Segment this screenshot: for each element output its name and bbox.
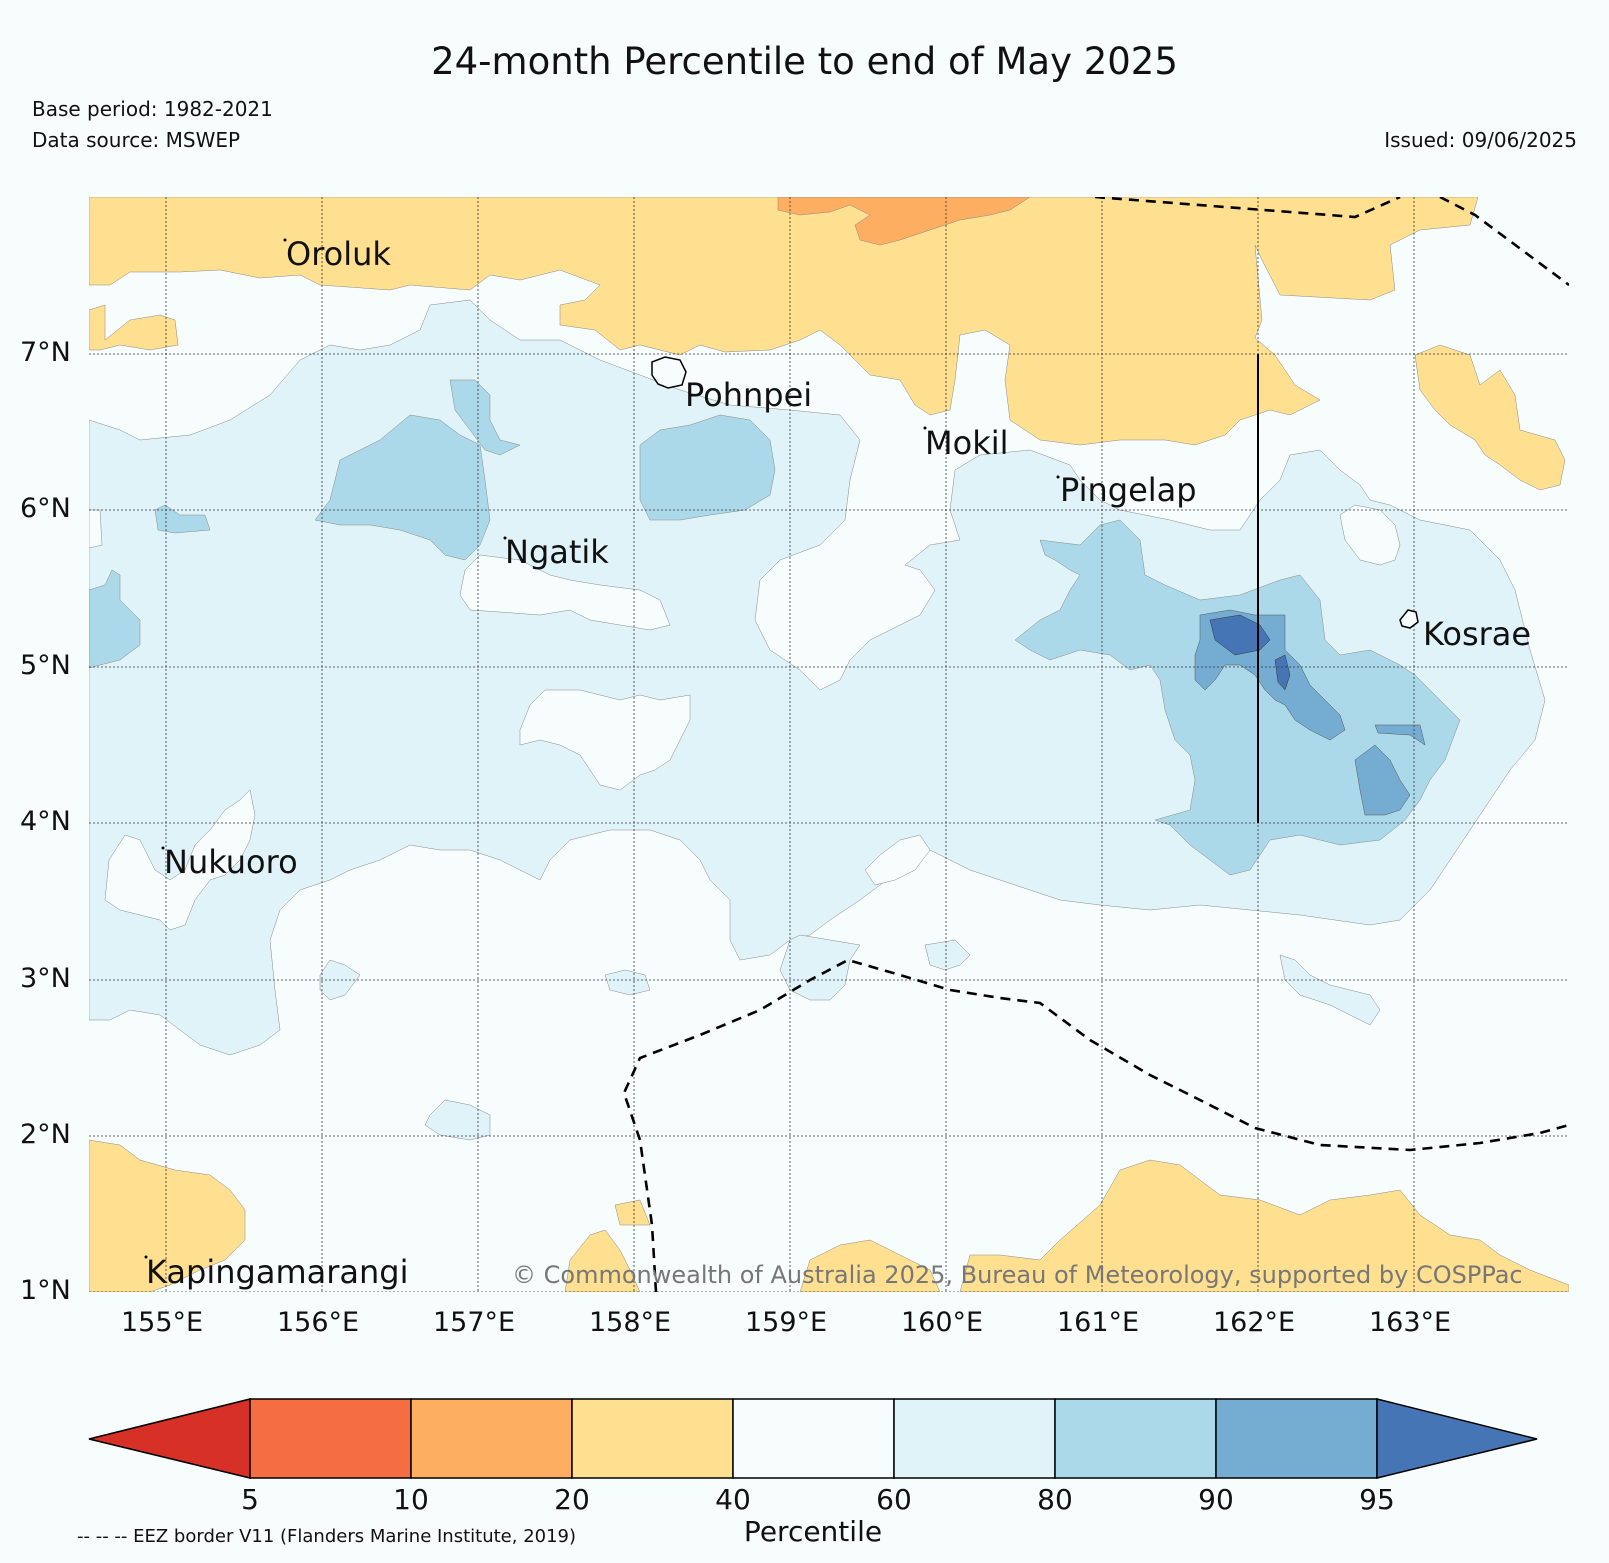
lon-label: 159°E: [745, 1307, 828, 1338]
place-label-nukuoro: Nukuoro: [164, 843, 298, 881]
colorbar-swatch-60-80: [893, 1398, 1056, 1479]
lat-label: 3°N: [20, 963, 71, 994]
region-80-90-small: [154, 504, 211, 534]
eez-legend-note: -- -- -- EEZ border V11 (Flanders Marine…: [77, 1526, 577, 1547]
region-80-90-farwest: [89, 569, 141, 669]
region-20-40-sw: [89, 1139, 246, 1292]
colorbar: [88, 1398, 1538, 1479]
colorbar-swatch-5-10: [249, 1398, 412, 1479]
region-10-20: [777, 197, 1031, 246]
colorbar-tick: 20: [554, 1483, 590, 1516]
region-20-40-nw: [89, 304, 179, 351]
region-60-80-south-5: [604, 969, 651, 996]
colorbar-tick: 60: [876, 1483, 912, 1516]
region-20-40-south-2: [614, 1199, 651, 1226]
region-40-60-hole-2: [519, 689, 691, 791]
region-20-40-south-4: [959, 1159, 1569, 1292]
base-period-label: Base period: 1982-2021: [32, 97, 273, 121]
region-80-90-east: [1014, 519, 1461, 876]
colorbar-swatch-lt5: [88, 1398, 251, 1479]
region-gt95-east-2: [1274, 654, 1291, 691]
place-label-oroluk: Oroluk: [286, 235, 391, 273]
place-label-mokil: Mokil: [925, 424, 1009, 462]
colorbar-swatch-10-20: [410, 1398, 573, 1479]
region-80-90-pohnpei: [639, 414, 776, 521]
colorbar-swatch-90-95: [1215, 1398, 1378, 1479]
graticule: [89, 197, 1569, 1292]
region-40-60-hole-1: [459, 554, 671, 631]
place-label-kosrae: Kosrae: [1423, 615, 1532, 653]
region-40-60-hole-3: [104, 789, 256, 931]
region-80-90-west: [314, 414, 491, 561]
lon-label: 158°E: [589, 1307, 672, 1338]
lat-label: 1°N: [20, 1275, 71, 1306]
lat-label: 4°N: [20, 806, 71, 837]
place-label-ngatik: Ngatik: [505, 533, 609, 571]
place-label-pingelap: Pingelap: [1060, 471, 1197, 509]
place-label-kapingamarangi: Kapingamarangi: [146, 1253, 409, 1291]
region-40-60-hole-5: [1339, 504, 1401, 566]
colorbar-tick: 5: [241, 1483, 259, 1516]
lat-label: 7°N: [20, 337, 71, 368]
lon-label: 157°E: [433, 1307, 516, 1338]
lon-label: 163°E: [1369, 1307, 1452, 1338]
lat-label: 2°N: [20, 1119, 71, 1150]
colorbar-tick: 95: [1359, 1483, 1395, 1516]
region-60-80-south-6: [319, 959, 361, 1001]
region-20-40-south-3: [799, 1239, 941, 1292]
pohnpei-island-outline: [651, 356, 687, 389]
region-40-60-hole-6: [89, 509, 103, 549]
atoll-markers: [144, 238, 1060, 1259]
map-title: 24-month Percentile to end of May 2025: [431, 40, 1178, 83]
lon-label: 160°E: [901, 1307, 984, 1338]
region-80-90-west-2: [449, 379, 521, 456]
region-60-80-south-3: [1279, 954, 1381, 1026]
map-plot-area: [89, 197, 1569, 1292]
colorbar-tick: 90: [1198, 1483, 1234, 1516]
colorbar-title: Percentile: [743, 1515, 883, 1548]
colorbar-tick: 10: [393, 1483, 429, 1516]
region-20-40-south-1: [564, 1229, 641, 1292]
eez-border: [622, 197, 1569, 1292]
place-label-pohnpei: Pohnpei: [685, 376, 813, 414]
region-60-80-south-1: [779, 934, 861, 1001]
kosrae-island-outline: [1399, 609, 1419, 629]
lat-label: 6°N: [20, 493, 71, 524]
lat-label: 5°N: [20, 650, 71, 681]
copyright-notice: © Commonwealth of Australia 2025, Bureau…: [512, 1261, 1523, 1289]
data-source-label: Data source: MSWEP: [32, 128, 241, 152]
colorbar-swatch-80-90: [1054, 1398, 1217, 1479]
region-20-40-north: [89, 197, 1479, 446]
colorbar-tick: 80: [1037, 1483, 1073, 1516]
lon-label: 161°E: [1057, 1307, 1140, 1338]
colorbar-swatch-20-40: [571, 1398, 734, 1479]
region-20-40-ne: [1414, 344, 1566, 491]
issued-date-label: Issued: 09/06/2025: [1384, 128, 1577, 152]
region-40-60-hole-4: [864, 834, 931, 886]
region-60-80-south-2: [924, 939, 971, 971]
lon-label: 156°E: [277, 1307, 360, 1338]
region-90-95-east-2: [1354, 744, 1411, 816]
region-gt95-east: [1209, 614, 1271, 656]
colorbar-tick: 40: [715, 1483, 751, 1516]
lon-label: 155°E: [121, 1307, 204, 1338]
region-60-80-south-4: [424, 1099, 491, 1141]
region-90-95-east-3: [1374, 724, 1426, 746]
colorbar-swatch-gt95: [1376, 1398, 1538, 1479]
lon-label: 162°E: [1213, 1307, 1296, 1338]
colorbar-swatch-40-60: [732, 1398, 895, 1479]
